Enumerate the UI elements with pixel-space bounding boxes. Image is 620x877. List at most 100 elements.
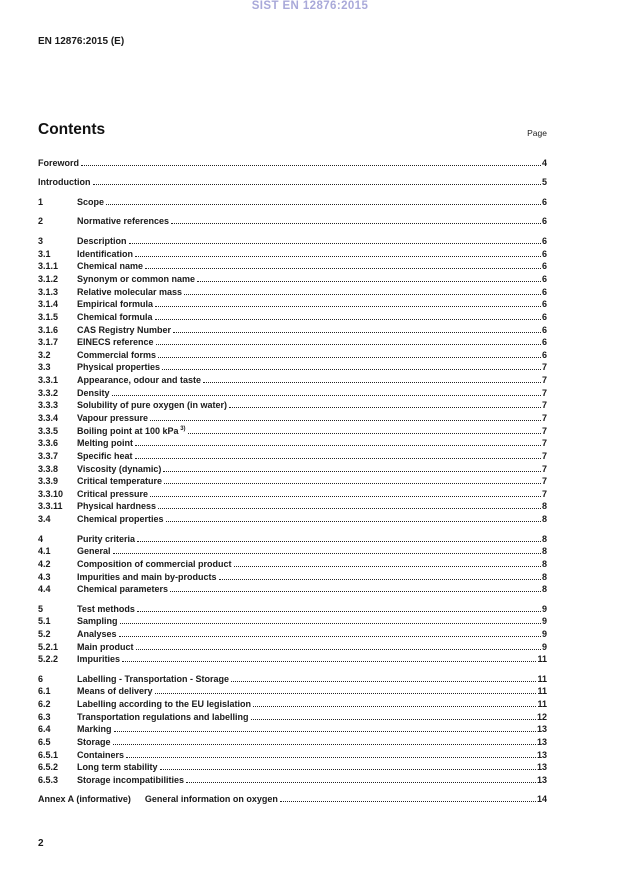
toc-entry-title: Boiling point at 100 kPa 3) (77, 425, 186, 436)
toc-section-number: 3.1 (38, 248, 51, 259)
toc-entry-title: Storage incompatibilities (77, 774, 185, 785)
toc-entry-page: 13 (536, 774, 547, 785)
toc-row: 6.1 Means of delivery 11 (38, 686, 547, 699)
toc-row: 3.3.7 Specific heat 7 (38, 451, 547, 464)
toc-section-number: 3 (38, 236, 44, 247)
toc-row: 3.3.11 Physical hardness 8 (38, 501, 547, 514)
toc-row: 3.3.5 Boiling point at 100 kPa 3) 7 (38, 426, 547, 439)
dot-leader (173, 331, 541, 333)
toc-entry-title: Physical properties (77, 362, 161, 373)
toc-section-number: 5.1 (38, 616, 51, 627)
toc-entry-page: 7 (541, 488, 547, 499)
toc-entry-title: Foreword (38, 157, 80, 168)
toc-entry-title: Labelling - Transportation - Storage (77, 673, 230, 684)
toc-section-number: 5 (38, 603, 44, 614)
toc-row: 5.2 Analyses 9 (38, 629, 547, 642)
toc-entry-title: Test methods (77, 603, 135, 614)
toc-row: 3.3.6 Melting point 7 (38, 438, 547, 451)
toc-row: 3.2 Commercial forms 6 (38, 350, 547, 363)
contents-header-bar: Contents Page (38, 121, 547, 139)
toc-row: 4 Purity criteria 8 (38, 534, 547, 547)
toc-entry-page: 7 (541, 450, 547, 461)
dot-leader (155, 306, 541, 308)
toc-entry-title: Impurities and main by-products (77, 571, 217, 582)
dot-leader (81, 164, 541, 166)
toc-row: 5.2.2 Impurities 11 (38, 654, 547, 667)
toc-entry-page: 11 (537, 699, 547, 710)
toc-section-number: 6.5.2 (38, 762, 59, 773)
toc-entry-title: Solubility of pure oxygen (in water) (77, 400, 228, 411)
toc-row: 6.2 Labelling according to the EU legisla… (38, 699, 547, 712)
toc-entry-page: 6 (541, 196, 547, 207)
toc-row: 4.4 Chemical parameters 8 (38, 584, 547, 597)
toc-section-number: 3.1.5 (38, 311, 59, 322)
toc-section-number: 3.3.7 (38, 450, 59, 461)
toc-entry-title: General information on oxygen (144, 794, 278, 805)
toc-entry-title: Chemical name (77, 261, 144, 272)
toc-section-number: 4.3 (38, 571, 51, 582)
toc-section-number: 3.3.10 (38, 488, 64, 499)
toc-entry-title: Density (77, 387, 110, 398)
toc-row: 6 Labelling - Transportation - Storage 11 (38, 674, 547, 687)
toc-section-number: 3.1.4 (38, 299, 59, 310)
toc-entry-page: 6 (541, 337, 547, 348)
toc-row: 6.5.2 Long term stability 13 (38, 762, 547, 775)
toc-row: 3.1.4 Empirical formula 6 (38, 299, 547, 312)
toc-entry-title: Vapour pressure (77, 412, 149, 423)
toc-row: 5.2.1 Main product 9 (38, 642, 547, 655)
dot-leader (229, 407, 541, 409)
toc-entry-title: Sampling (77, 616, 118, 627)
toc-entry-page: 13 (536, 749, 547, 760)
toc-row: 3.3.1 Appearance, odour and taste 7 (38, 375, 547, 388)
toc-section-number: 3.4 (38, 514, 51, 525)
toc-entry-title: General (77, 546, 111, 557)
toc-section-number: 3.3.9 (38, 476, 59, 487)
toc-entry-page: 6 (541, 248, 547, 259)
dot-leader (186, 781, 536, 783)
toc-section-number: 3.2 (38, 349, 51, 360)
toc-entry-title: Chemical properties (77, 514, 164, 525)
toc-section-number: 4 (38, 533, 44, 544)
dot-leader (218, 578, 541, 580)
toc-entry-page: 7 (541, 362, 547, 373)
dot-leader (135, 255, 541, 257)
toc-row: 3.1.1 Chemical name 6 (38, 261, 547, 274)
toc-entry-title: Scope (77, 196, 105, 207)
dot-leader (158, 356, 541, 358)
toc-title-superscript: 3) (178, 425, 186, 432)
toc-entry-page: 11 (537, 673, 547, 684)
dot-leader (231, 680, 537, 682)
toc-row: 3.3.9 Critical temperature 7 (38, 476, 547, 489)
toc-row: 3.1.5 Chemical formula 6 (38, 312, 547, 325)
dot-leader (184, 293, 541, 295)
toc-section-number: 3.3.2 (38, 387, 59, 398)
toc-entry-page: 8 (541, 558, 547, 569)
dot-leader (119, 623, 541, 625)
toc-entry-title: EINECS reference (77, 337, 154, 348)
toc-row: 6.5 Storage 13 (38, 737, 547, 750)
toc-row: 3.1 Identification 6 (38, 249, 547, 262)
toc-entry-page: 7 (541, 387, 547, 398)
dot-leader (145, 268, 541, 270)
dot-leader (171, 223, 541, 225)
toc-row: 6.3 Transportation regulations and labell… (38, 712, 547, 725)
toc-entry-page: 14 (536, 794, 547, 805)
toc-section-number: 3.1.2 (38, 273, 59, 284)
toc-section-number: 6.3 (38, 711, 51, 722)
toc-row: 3.3.2 Density 7 (38, 388, 547, 401)
document-reference: EN 12876:2015 (E) (38, 36, 125, 47)
dot-leader (203, 382, 541, 384)
toc-entry-page: 11 (537, 686, 547, 697)
toc-row: 2 Normative references 6 (38, 216, 547, 229)
toc-row: Foreword 4 (38, 158, 547, 171)
toc-section-number: 3.3.3 (38, 400, 59, 411)
toc-row: 3.3.3 Solubility of pure oxygen (in water… (38, 400, 547, 413)
toc-row: 3.3.10 Critical pressure 7 (38, 489, 547, 502)
toc-entry-page: 8 (541, 533, 547, 544)
toc-section-number: 6.5 (38, 737, 51, 748)
toc-entry-page: 7 (541, 463, 547, 474)
toc-section-number: 3.3.11 (38, 501, 63, 512)
toc-section-number: 3.3.6 (38, 438, 59, 449)
toc-entry-page: 6 (541, 236, 547, 247)
toc-row: 3 Description 6 (38, 236, 547, 249)
